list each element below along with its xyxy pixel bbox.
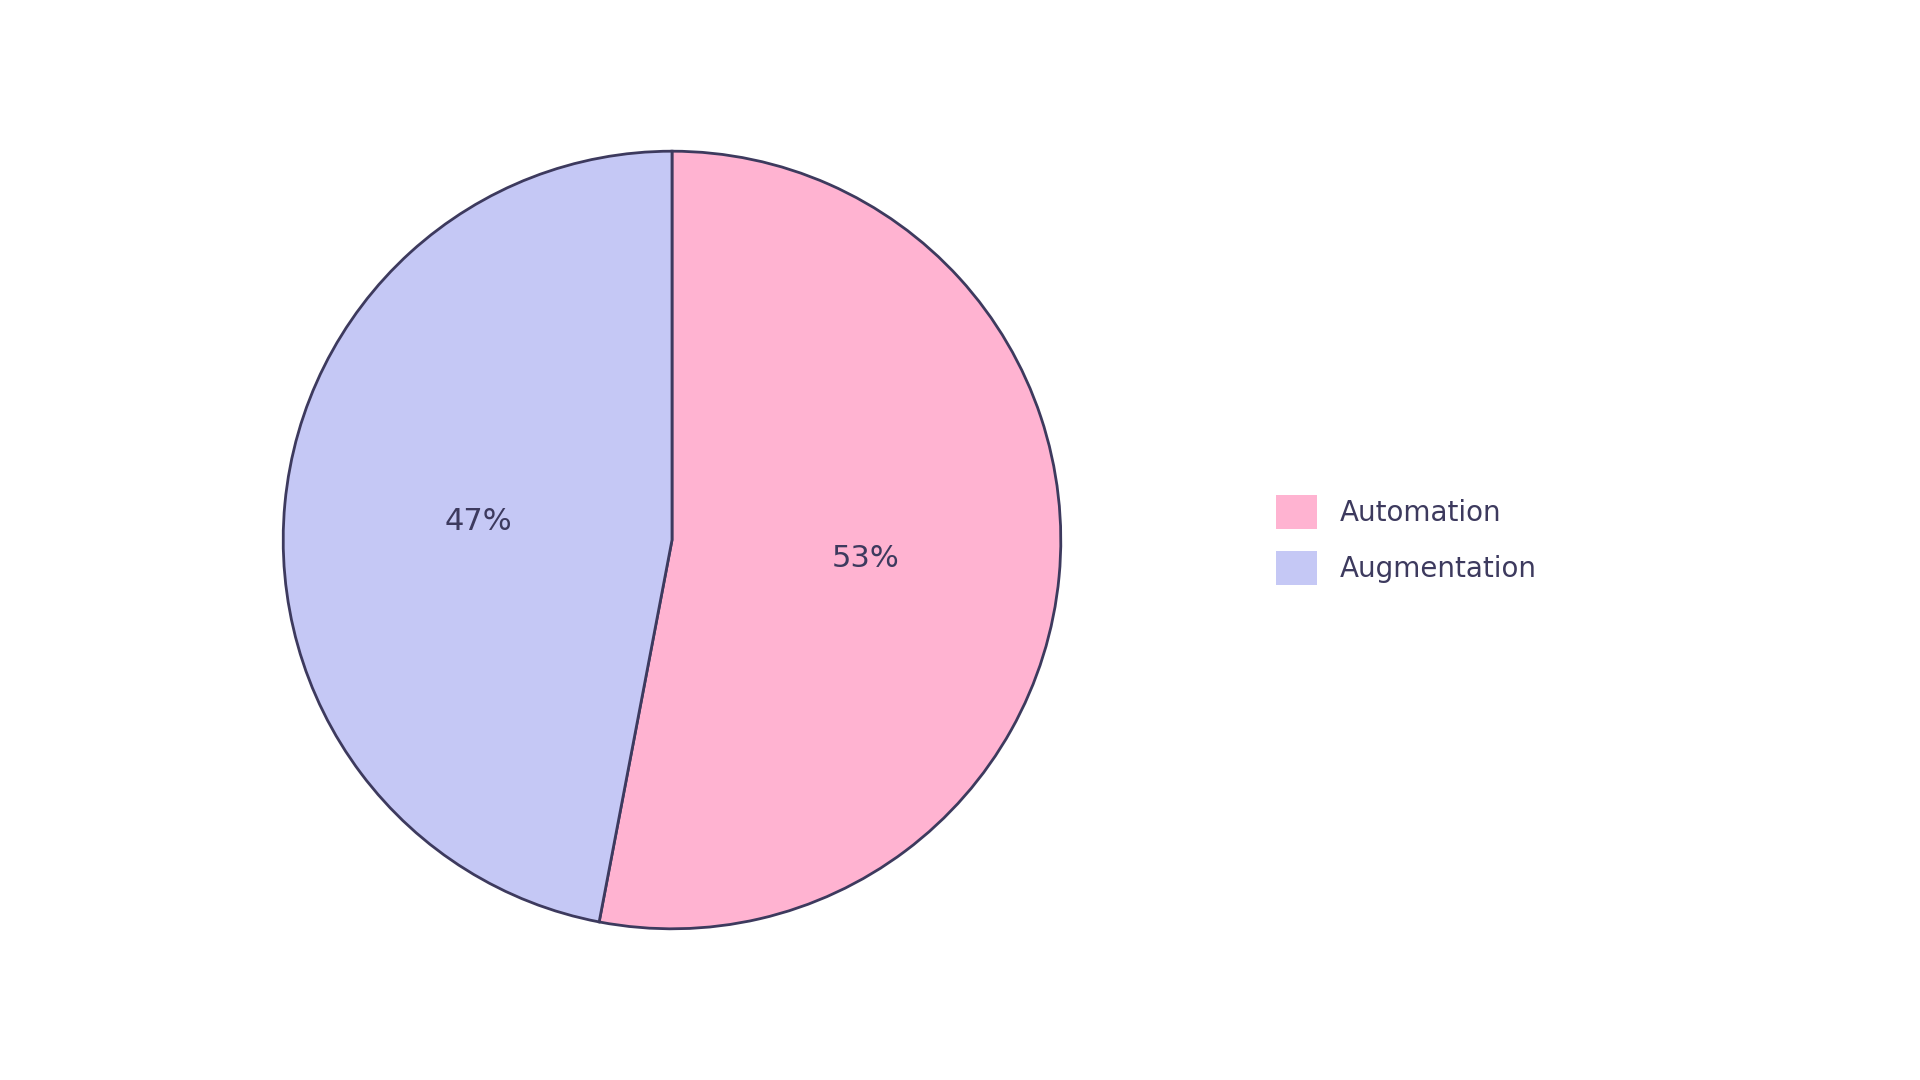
Text: 53%: 53% (831, 544, 899, 572)
Text: 47%: 47% (445, 508, 513, 536)
Legend: Automation, Augmentation: Automation, Augmentation (1261, 481, 1551, 599)
Wedge shape (599, 151, 1060, 929)
Wedge shape (284, 151, 672, 922)
